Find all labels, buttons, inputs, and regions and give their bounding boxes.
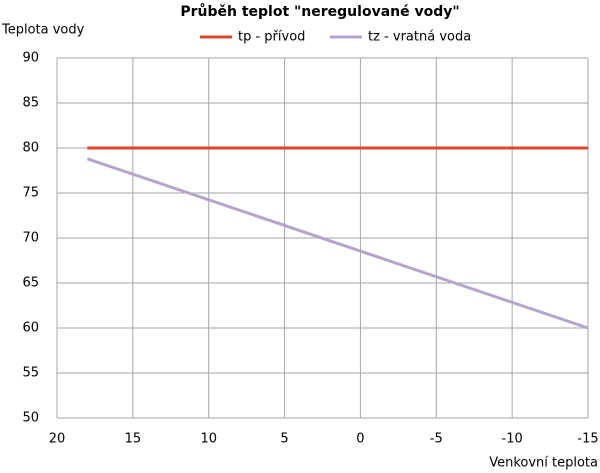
x-tick-label: -15 [577, 432, 598, 447]
x-tick-label: 0 [356, 432, 364, 447]
x-tick-label: 20 [49, 432, 66, 447]
y-tick-label: 55 [22, 366, 39, 381]
y-tick-label: 75 [22, 186, 39, 201]
x-axis-label: Venkovní teplota [489, 456, 598, 471]
y-tick-label: 50 [22, 411, 39, 426]
x-tick-label: -10 [502, 432, 523, 447]
y-tick-label: 65 [22, 276, 39, 291]
chart-title: Průběh teplot "neregulované vody" [180, 3, 459, 20]
y-axis-label: Teplota vody [1, 23, 85, 38]
legend-label: tz - vratná voda [368, 30, 471, 45]
x-tick-label: 15 [125, 432, 142, 447]
y-tick-label: 80 [22, 141, 39, 156]
x-tick-label: 5 [280, 432, 288, 447]
y-tick-label: 70 [22, 231, 39, 246]
y-tick-label: 85 [22, 96, 39, 111]
x-tick-label: 10 [200, 432, 217, 447]
series-line [86, 157, 589, 330]
legend-label: tp - přívod [238, 30, 305, 45]
y-tick-label: 60 [22, 321, 39, 336]
x-tick-label: -5 [430, 432, 443, 447]
y-tick-label: 90 [22, 51, 39, 66]
